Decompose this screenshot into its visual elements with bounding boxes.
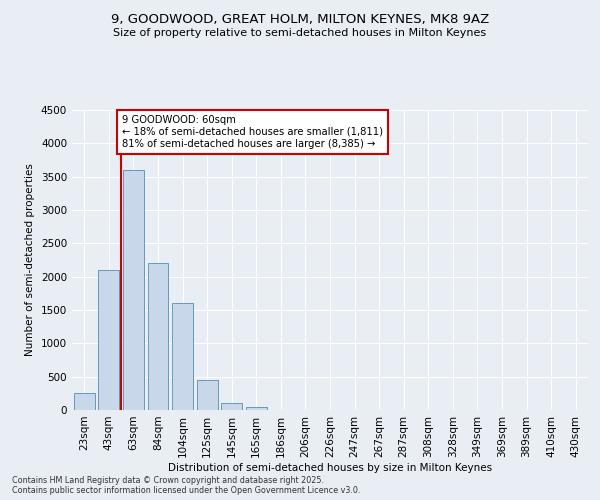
- Bar: [197, 380, 218, 410]
- Text: 9, GOODWOOD, GREAT HOLM, MILTON KEYNES, MK8 9AZ: 9, GOODWOOD, GREAT HOLM, MILTON KEYNES, …: [111, 12, 489, 26]
- Text: Contains HM Land Registry data © Crown copyright and database right 2025.
Contai: Contains HM Land Registry data © Crown c…: [12, 476, 361, 495]
- Text: Size of property relative to semi-detached houses in Milton Keynes: Size of property relative to semi-detach…: [113, 28, 487, 38]
- Bar: [172, 304, 193, 410]
- X-axis label: Distribution of semi-detached houses by size in Milton Keynes: Distribution of semi-detached houses by …: [168, 462, 492, 472]
- Bar: [74, 394, 95, 410]
- Bar: [123, 170, 144, 410]
- Y-axis label: Number of semi-detached properties: Number of semi-detached properties: [25, 164, 35, 356]
- Bar: [148, 264, 169, 410]
- Text: 9 GOODWOOD: 60sqm
← 18% of semi-detached houses are smaller (1,811)
81% of semi-: 9 GOODWOOD: 60sqm ← 18% of semi-detached…: [122, 116, 383, 148]
- Bar: [246, 406, 267, 410]
- Bar: [98, 270, 119, 410]
- Bar: [221, 404, 242, 410]
